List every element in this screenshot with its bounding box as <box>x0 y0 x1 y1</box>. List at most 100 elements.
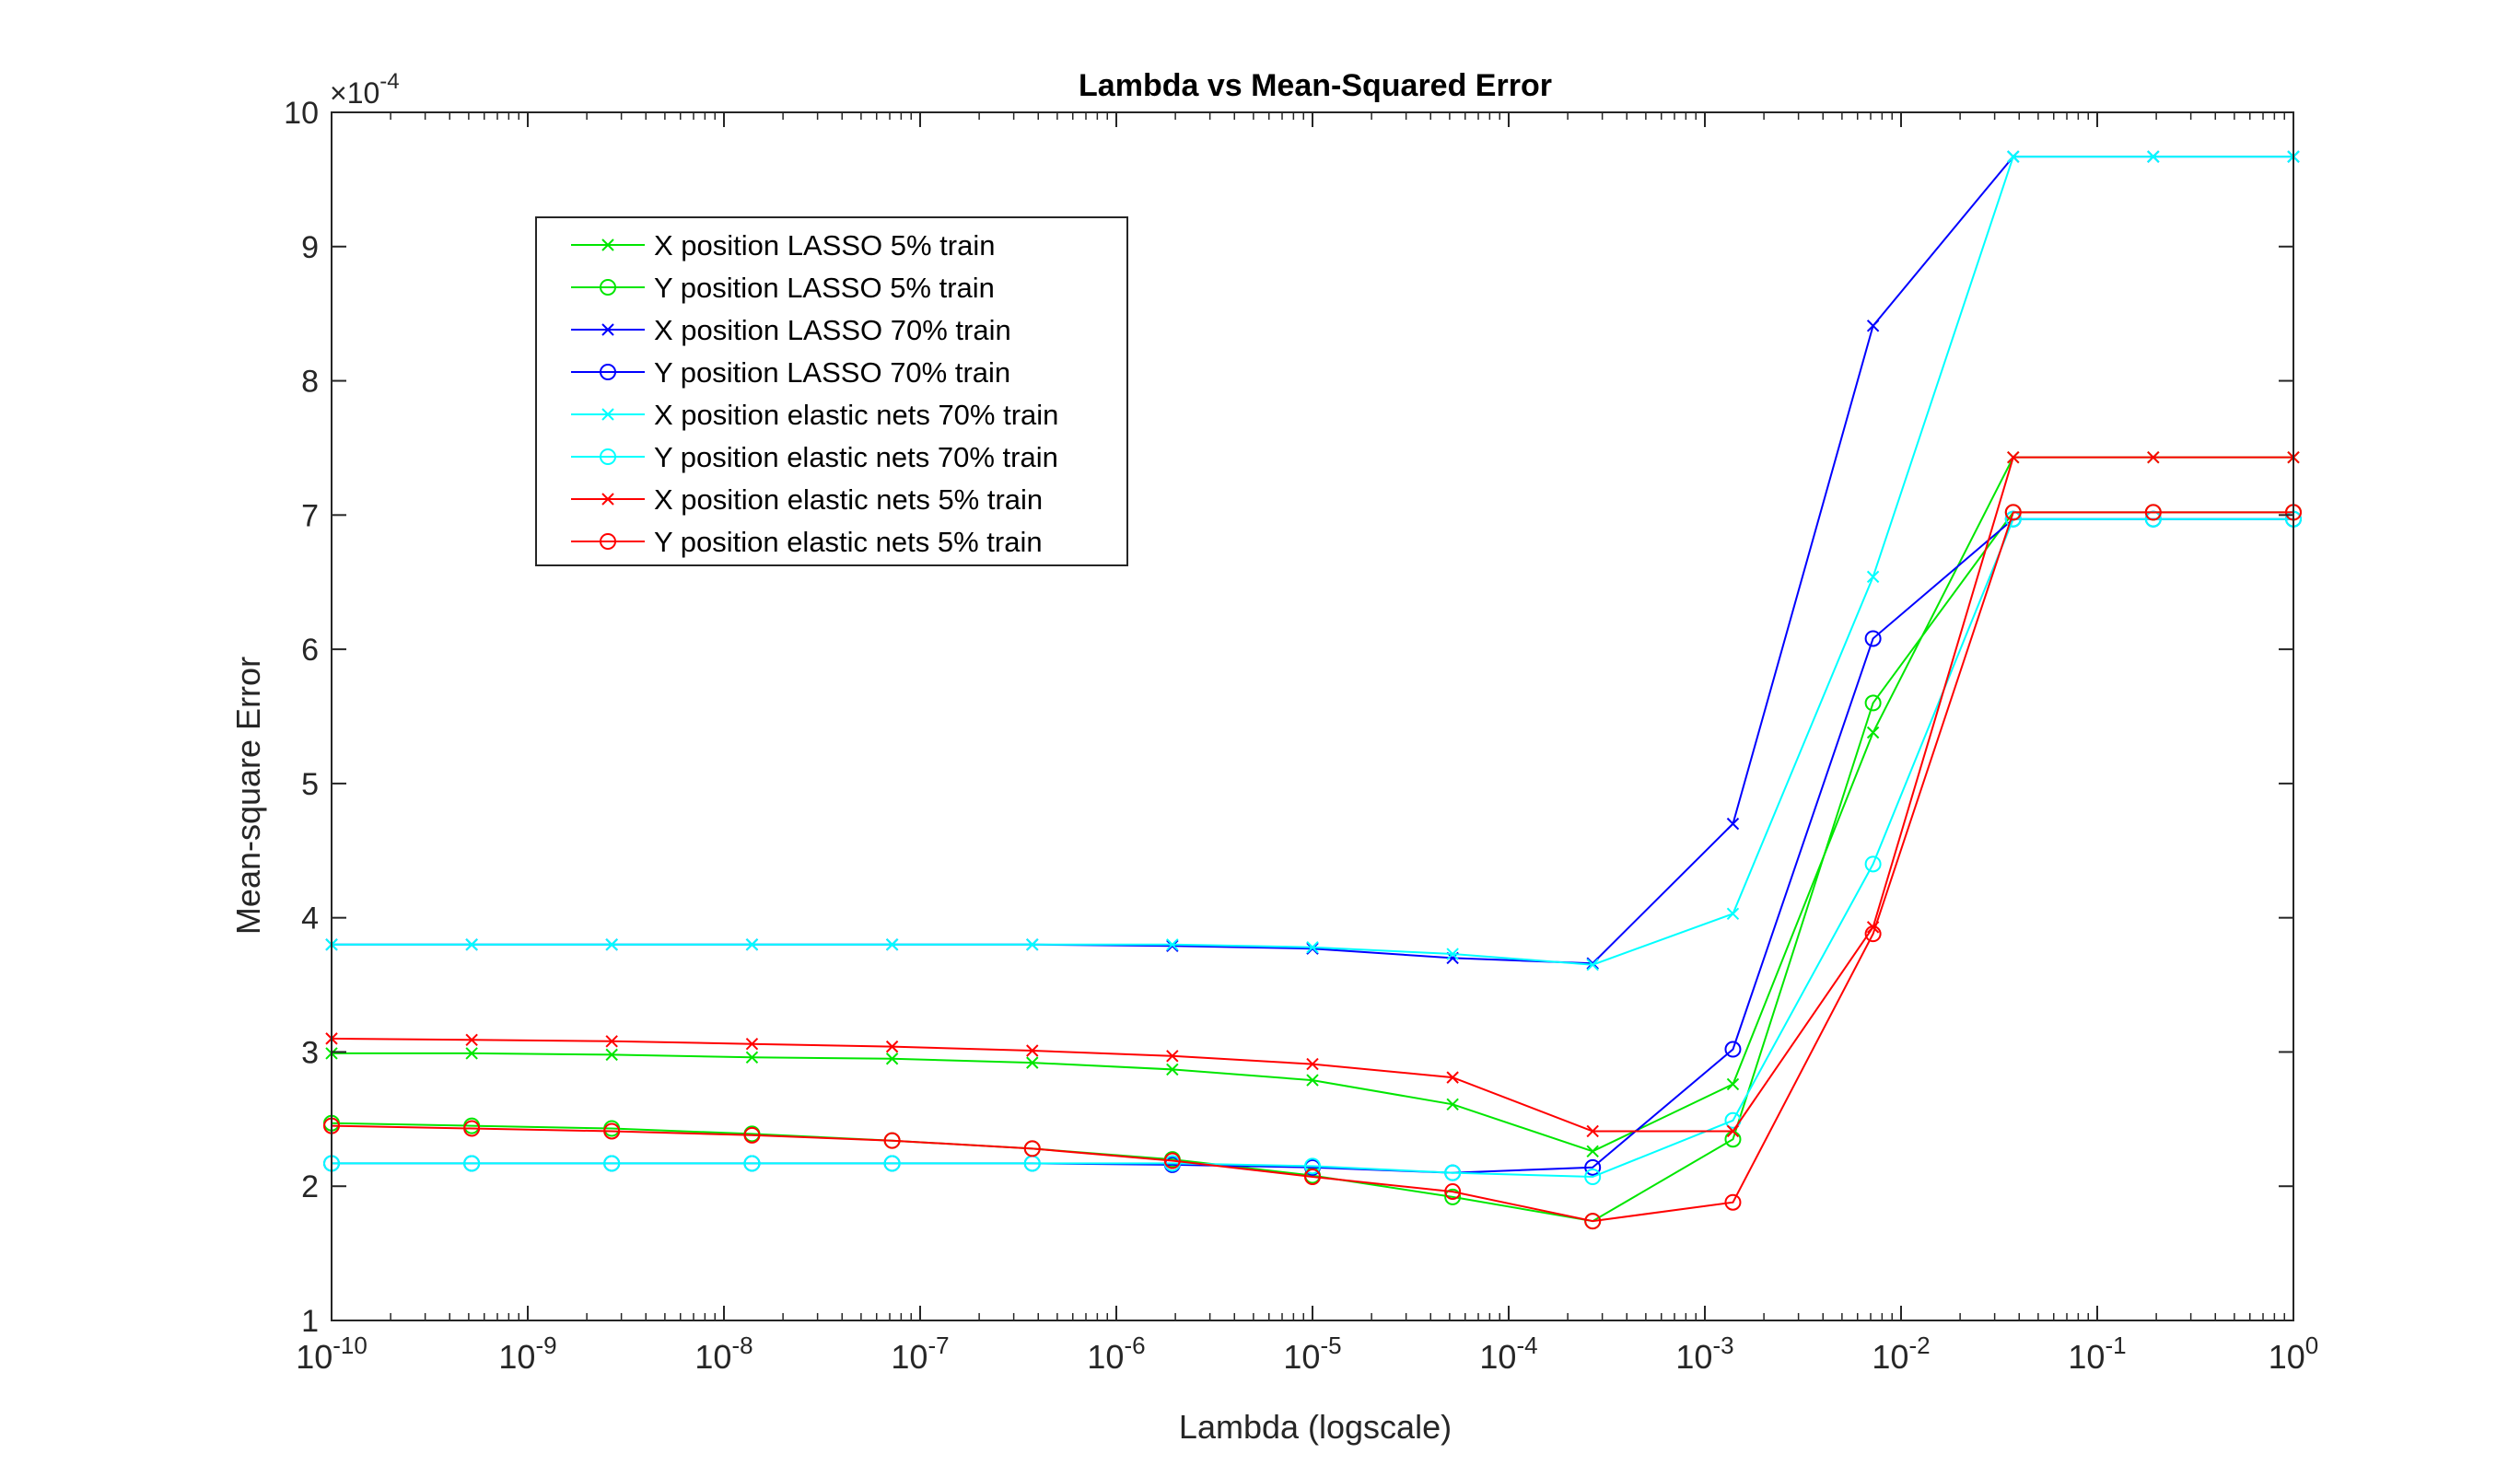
data-point <box>605 1035 618 1048</box>
legend-label: Y position elastic nets 70% train <box>654 441 1058 473</box>
data-point <box>463 1155 481 1172</box>
data-point <box>1866 570 1880 584</box>
y-tick-label: 9 <box>301 230 319 265</box>
y-tick-label: 6 <box>301 633 319 668</box>
series-1 <box>325 450 2300 1158</box>
legend-marker <box>601 408 614 421</box>
legend-label: X position elastic nets 5% train <box>654 483 1043 516</box>
data-point <box>465 938 478 951</box>
data-point <box>1166 939 1179 952</box>
y-multiplier-base: ×10 <box>330 76 379 110</box>
data-point <box>883 1155 901 1172</box>
data-point <box>1584 1213 1602 1230</box>
x-tick-label: 10-10 <box>296 1332 368 1376</box>
x-tick-label: 10-3 <box>1675 1332 1733 1376</box>
data-point <box>1306 1074 1319 1087</box>
series-8 <box>323 504 2302 1230</box>
data-point <box>1586 1124 1599 1138</box>
x-tick-label: 10-6 <box>1087 1332 1145 1376</box>
legend-item: Y position elastic nets 70% train <box>571 441 1058 473</box>
series-line <box>331 511 2293 1223</box>
series-layer <box>323 150 2302 1230</box>
y-tick-label: 2 <box>301 1169 319 1204</box>
data-point <box>1724 1041 1742 1058</box>
x-tick-label: 10-2 <box>1872 1332 1930 1376</box>
data-point <box>885 1040 899 1053</box>
data-point <box>743 1155 761 1172</box>
data-point <box>1726 1124 1740 1138</box>
data-point <box>1444 1188 1462 1205</box>
legend-marker <box>600 364 616 380</box>
data-point <box>603 1155 621 1172</box>
y-axis-label: Mean-square Error <box>229 657 267 935</box>
data-point <box>1166 938 1179 951</box>
data-point <box>1446 1071 1459 1084</box>
data-point <box>1726 907 1740 921</box>
x-tick-label: 100 <box>2269 1332 2319 1376</box>
data-point <box>1586 957 1599 970</box>
data-point <box>1306 1057 1319 1071</box>
legend-label: Y position LASSO 5% train <box>654 272 995 304</box>
data-point <box>2147 450 2160 464</box>
data-point <box>745 1051 759 1064</box>
data-point <box>1446 1098 1459 1111</box>
x-tick-label: 10-4 <box>1479 1332 1537 1376</box>
x-tick-label: 10-8 <box>694 1332 752 1376</box>
y-tick-label: 8 <box>301 365 319 400</box>
data-point <box>1026 1044 1039 1057</box>
legend-item: Y position elastic nets 5% train <box>571 526 1043 558</box>
legend-label: Y position elastic nets 5% train <box>654 526 1043 558</box>
legend-marker <box>600 533 616 550</box>
data-point <box>1724 1193 1742 1211</box>
data-point <box>1026 938 1039 951</box>
data-point <box>605 938 618 951</box>
data-point <box>1444 1183 1462 1201</box>
x-tick-label: 10-1 <box>2068 1332 2126 1376</box>
y-axis-multiplier: ×10-4 <box>330 69 400 110</box>
legend-marker <box>601 493 614 506</box>
legend-label: X position LASSO 5% train <box>654 229 995 262</box>
data-point <box>1864 925 1882 943</box>
data-point <box>2007 450 2020 464</box>
y-multiplier-exp: -4 <box>379 69 399 94</box>
y-tick-label: 7 <box>301 498 319 533</box>
x-tick-label: 10-9 <box>498 1332 556 1376</box>
legend-item: Y position LASSO 70% train <box>571 356 1010 389</box>
data-point <box>1726 817 1740 831</box>
data-point <box>1586 958 1599 971</box>
data-point <box>1864 855 1882 873</box>
data-point <box>2007 150 2020 163</box>
data-point <box>1866 726 1880 739</box>
data-point <box>463 1120 481 1137</box>
y-tick-label: 3 <box>301 1035 319 1070</box>
data-point <box>1026 1056 1039 1069</box>
data-point <box>2004 504 2022 521</box>
data-point <box>2147 150 2160 163</box>
data-point <box>1864 630 1882 647</box>
legend-marker <box>600 279 616 296</box>
axes-layer: 10-10 10-9 10-8 10-7 10-6 10-5 10-4 10-3 10-2 10-… <box>284 96 2318 1376</box>
data-point <box>465 1047 478 1060</box>
data-point <box>1304 1169 1321 1186</box>
legend-marker <box>601 323 614 336</box>
legend-label: X position LASSO 70% train <box>654 314 1011 346</box>
data-point <box>1023 1140 1041 1157</box>
data-point <box>603 1122 621 1140</box>
data-point <box>745 1037 759 1051</box>
y-tick-label: 1 <box>301 1304 319 1339</box>
data-point <box>1584 1158 1602 1176</box>
legend-box <box>535 216 1128 566</box>
legend-item: X position LASSO 70% train <box>571 314 1011 346</box>
data-point <box>1163 1152 1181 1169</box>
legend-item: X position elastic nets 70% train <box>571 399 1058 431</box>
y-tick-label: 5 <box>301 767 319 802</box>
chart-title: Lambda vs Mean-Squared Error <box>1079 68 1552 103</box>
legend-item: Y position LASSO 5% train <box>571 272 995 304</box>
x-tick-label: 10-7 <box>891 1332 949 1376</box>
data-point <box>465 1033 478 1047</box>
y-tick-label: 4 <box>301 901 319 936</box>
data-point <box>1306 941 1319 954</box>
legend: X position LASSO 5% train Y position LASS… <box>535 216 1128 566</box>
data-point <box>1444 1164 1462 1181</box>
data-point <box>885 938 899 951</box>
